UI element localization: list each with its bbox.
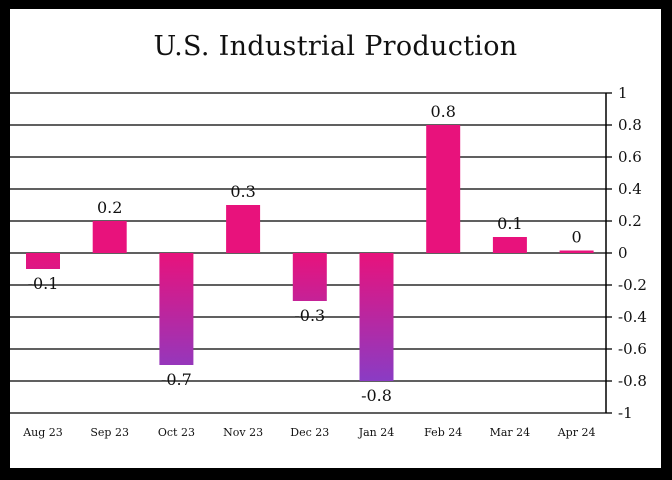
y-tick-label: 0: [618, 244, 628, 262]
y-tick-label: -0.8: [618, 372, 647, 390]
y-tick-label: 1: [618, 84, 628, 102]
data-label: 0: [572, 228, 582, 247]
x-tick-label: Apr 24: [557, 426, 596, 439]
data-label: 0.3: [230, 182, 255, 201]
bar: [559, 250, 594, 253]
chart-title: U.S. Industrial Production: [153, 31, 518, 62]
y-tick-label: -0.4: [618, 308, 647, 326]
chart-frame: U.S. Industrial Production -0.1 Aug 23 0.2…: [10, 9, 661, 468]
data-label: 0.8: [430, 102, 455, 121]
y-tick-label: -1: [618, 404, 633, 422]
x-tick-label: Mar 24: [490, 426, 531, 439]
y-tick-label: 0.6: [618, 148, 642, 166]
x-tick-label: Nov 23: [223, 426, 263, 439]
data-label: -0.3: [294, 306, 325, 325]
y-tick-label: 0.2: [618, 212, 642, 230]
bar: [292, 253, 327, 301]
x-tick-label: Dec 23: [290, 426, 329, 439]
bar: [426, 125, 461, 253]
y-tick-label: -0.6: [618, 340, 647, 358]
y-tick-label: 0.4: [618, 180, 642, 198]
x-tick-label: Aug 23: [22, 426, 63, 439]
data-label: 0.2: [97, 198, 122, 217]
bar: [159, 253, 194, 365]
x-tick-label: Oct 23: [158, 426, 195, 439]
bar: [359, 253, 394, 381]
bar: [492, 237, 527, 253]
x-tick-label: Sep 23: [90, 426, 129, 439]
y-tick-label: 0.8: [618, 116, 642, 134]
data-label: -0.1: [28, 274, 59, 293]
y-tick-label: -0.2: [618, 276, 647, 294]
chart-plot: -0.1 Aug 23 0.2 Sep 23 -0.7 Oct 23 0.3 Nov 23 -0…: [10, 84, 647, 439]
bar: [26, 253, 60, 269]
x-tick-label: Feb 24: [424, 426, 462, 439]
x-tick-label: Jan 24: [358, 426, 395, 439]
data-label: -0.8: [361, 386, 392, 405]
data-label: 0.1: [497, 214, 522, 233]
data-label: -0.7: [161, 370, 192, 389]
bar: [92, 221, 127, 253]
bar: [226, 205, 261, 253]
